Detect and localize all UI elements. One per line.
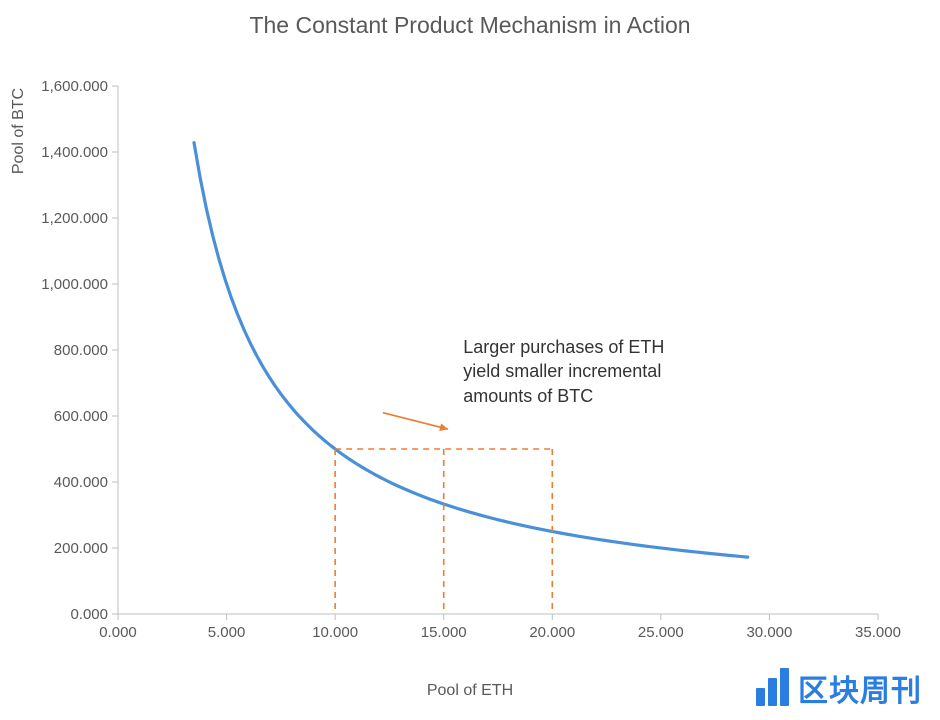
x-tick-label: 25.000 xyxy=(631,624,691,641)
y-tick-label: 400.000 xyxy=(54,474,108,491)
x-tick-label: 35.000 xyxy=(848,624,908,641)
y-tick-label: 0.000 xyxy=(70,606,108,623)
bars-icon xyxy=(752,668,792,708)
y-tick-label: 200.000 xyxy=(54,540,108,557)
y-tick-label: 1,000.000 xyxy=(41,276,108,293)
publisher-logo: 区块周刊 xyxy=(752,666,922,710)
x-tick-label: 15.000 xyxy=(414,624,474,641)
y-tick-label: 800.000 xyxy=(54,342,108,359)
x-tick-label: 0.000 xyxy=(88,624,148,641)
x-tick-label: 5.000 xyxy=(197,624,257,641)
y-tick-label: 600.000 xyxy=(54,408,108,425)
y-tick-label: 1,200.000 xyxy=(41,210,108,227)
logo-text: 区块周刊 xyxy=(798,666,922,710)
x-tick-label: 30.000 xyxy=(739,624,799,641)
y-tick-label: 1,600.000 xyxy=(41,78,108,95)
x-tick-label: 10.000 xyxy=(305,624,365,641)
chart-plot xyxy=(0,0,940,720)
x-tick-label: 20.000 xyxy=(522,624,582,641)
y-tick-label: 1,400.000 xyxy=(41,144,108,161)
